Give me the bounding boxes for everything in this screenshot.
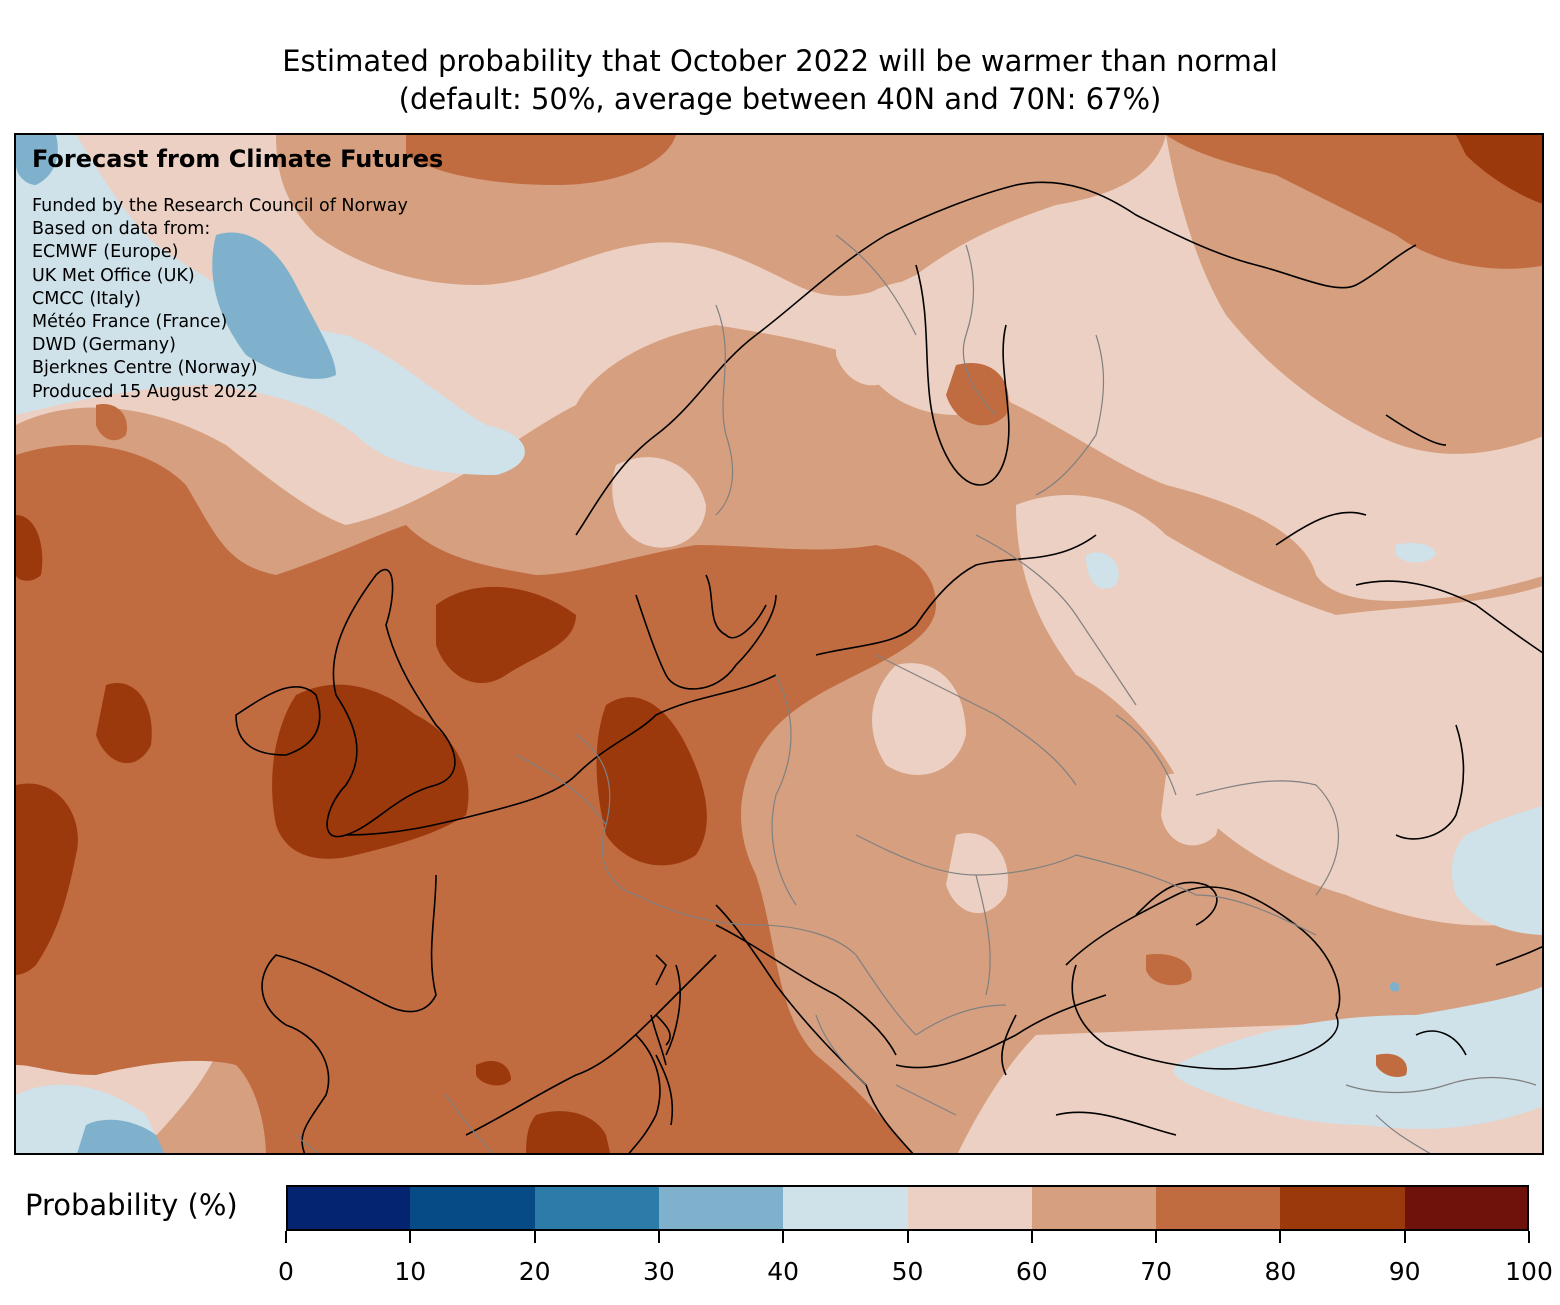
colorbar-tick-label: 90 [1388,1257,1421,1286]
colorbar-tick-label: 10 [394,1257,427,1286]
colorbar-tick [1528,1231,1530,1243]
colorbar-tick [1155,1231,1158,1243]
colorbar-label: Probability (%) [25,1188,238,1222]
colorbar-tick [533,1231,536,1243]
colorbar-swatch [783,1185,908,1231]
colorbar-tick-label: 20 [518,1257,551,1286]
credit-heading: Forecast from Climate Futures [32,145,444,173]
credit-line: DWD (Germany) [32,335,176,356]
country-borders [295,234,1537,1153]
colorbar-tick [409,1231,412,1243]
colorbar-swatch [907,1185,1033,1231]
colorbar-tick [1030,1231,1033,1243]
colorbar-tick [657,1231,660,1243]
credit-line: Funded by the Research Council of Norway [32,196,408,216]
colorbar [286,1185,1530,1231]
credit-line: Bjerknes Centre (Norway) [32,358,258,379]
colorbar-tick-label: 60 [1015,1257,1048,1286]
colorbar-tick [1403,1231,1406,1243]
credit-line: Produced 15 August 2022 [32,381,259,402]
colorbar-swatch [1156,1185,1281,1231]
colorbar-tick-label: 40 [767,1257,800,1286]
colorbar-swatch [410,1185,536,1231]
region-70-80 [16,135,1542,1153]
probability-map: Forecast from Climate Futures Funded by … [14,133,1544,1155]
colorbar-swatch [286,1185,411,1231]
credit-lines: Funded by the Research Council of Norway… [32,195,408,404]
colorbar-swatch [1031,1185,1157,1231]
map-title-line-1: Estimated probability that October 2022 … [282,44,1278,78]
credit-line: Based on data from: [32,219,211,240]
credit-line: UK Met Office (UK) [32,265,195,286]
colorbar-frame [286,1185,1529,1231]
colorbar-tick [1279,1231,1282,1243]
colorbar-swatch [1280,1185,1406,1231]
coastlines [235,181,1542,1153]
credit-line: ECMWF (Europe) [32,242,179,263]
colorbar-tick-label: 0 [278,1257,294,1286]
credit-line: Météo France (France) [32,312,228,333]
colorbar-swatch [534,1185,660,1231]
colorbar-tick-label: 100 [1505,1257,1553,1286]
region-30-40 [16,135,1400,1153]
colorbar-swatch [1404,1185,1530,1231]
region-80-90 [16,135,1542,1153]
colorbar-tick-label: 80 [1264,1257,1297,1286]
colorbar-tick [285,1231,287,1243]
map-canvas [16,135,1542,1153]
colorbar-tick-label: 50 [891,1257,924,1286]
colorbar-swatch [658,1185,784,1231]
credit-line: CMCC (Italy) [32,288,141,309]
map-title-line-2: (default: 50%, average between 40N and 7… [398,82,1162,116]
colorbar-tick-label: 30 [642,1257,675,1286]
colorbar-tick [906,1231,909,1243]
colorbar-tick [782,1231,785,1243]
colorbar-tick-label: 70 [1140,1257,1172,1286]
